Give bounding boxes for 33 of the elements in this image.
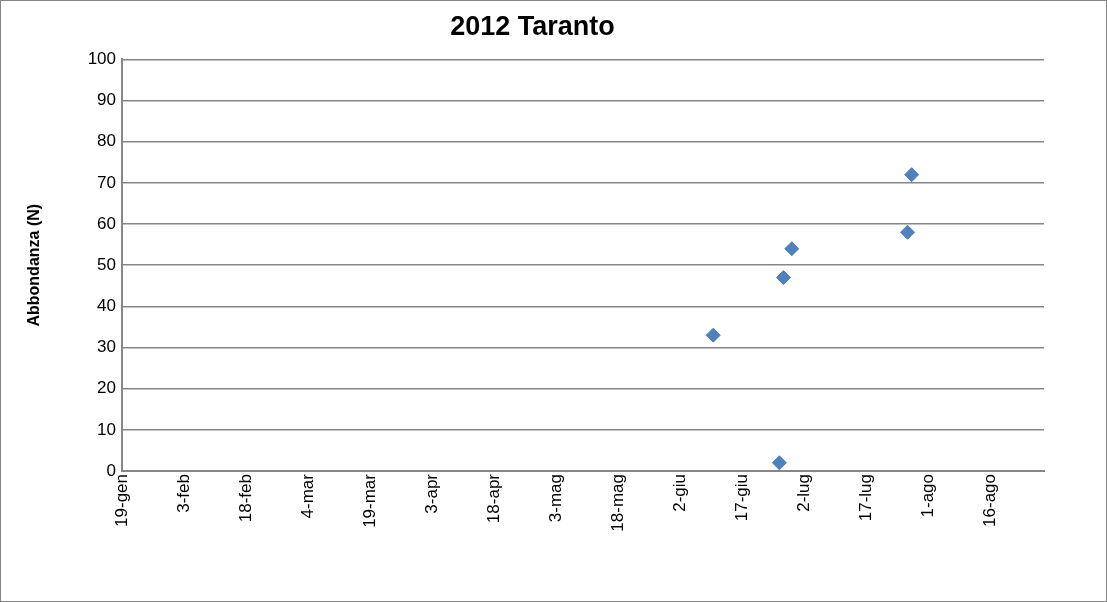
point: [784, 241, 800, 257]
y-tick-label: 30: [97, 337, 116, 357]
y-tick-label: 10: [97, 419, 116, 439]
point: [705, 327, 721, 343]
x-tick-label: 4-mar: [297, 473, 317, 519]
y-tick-label: 60: [97, 213, 116, 233]
chart-title: 2012 Taranto: [450, 10, 615, 41]
y-tick-label: 80: [97, 131, 116, 151]
x-tick-label: 2-lug: [793, 474, 813, 512]
x-tick-label: 1-ago: [917, 474, 937, 518]
y-tick-label: 0: [106, 460, 116, 480]
y-tick-label: 20: [97, 378, 116, 398]
x-tick-label: 3-mag: [545, 474, 565, 523]
y-tick-label: 90: [97, 90, 116, 110]
x-tick-label: 18-feb: [235, 474, 255, 523]
x-tick-label: 18-mag: [607, 474, 627, 532]
x-tick-label: 3-feb: [173, 474, 193, 513]
point: [776, 270, 792, 286]
x-tick-label: 17-giu: [731, 474, 751, 522]
y-tick-label: 50: [97, 254, 116, 274]
point: [904, 167, 920, 183]
x-tick-label: 16-ago: [979, 474, 999, 527]
y-tick-label: 40: [97, 296, 116, 316]
x-tick-label: 2-giu: [669, 474, 689, 512]
y-axis-title: Abbondanza (N): [25, 203, 43, 327]
x-tick-label: 18-apr: [483, 473, 503, 524]
y-tick-label: 100: [87, 49, 116, 69]
point: [771, 455, 787, 471]
x-tick-label: 19-mar: [359, 473, 379, 528]
y-tick-label: 70: [97, 172, 116, 192]
x-tick-label: 17-lug: [855, 474, 875, 522]
x-tick-label: 3-apr: [421, 473, 441, 514]
point: [900, 224, 916, 240]
